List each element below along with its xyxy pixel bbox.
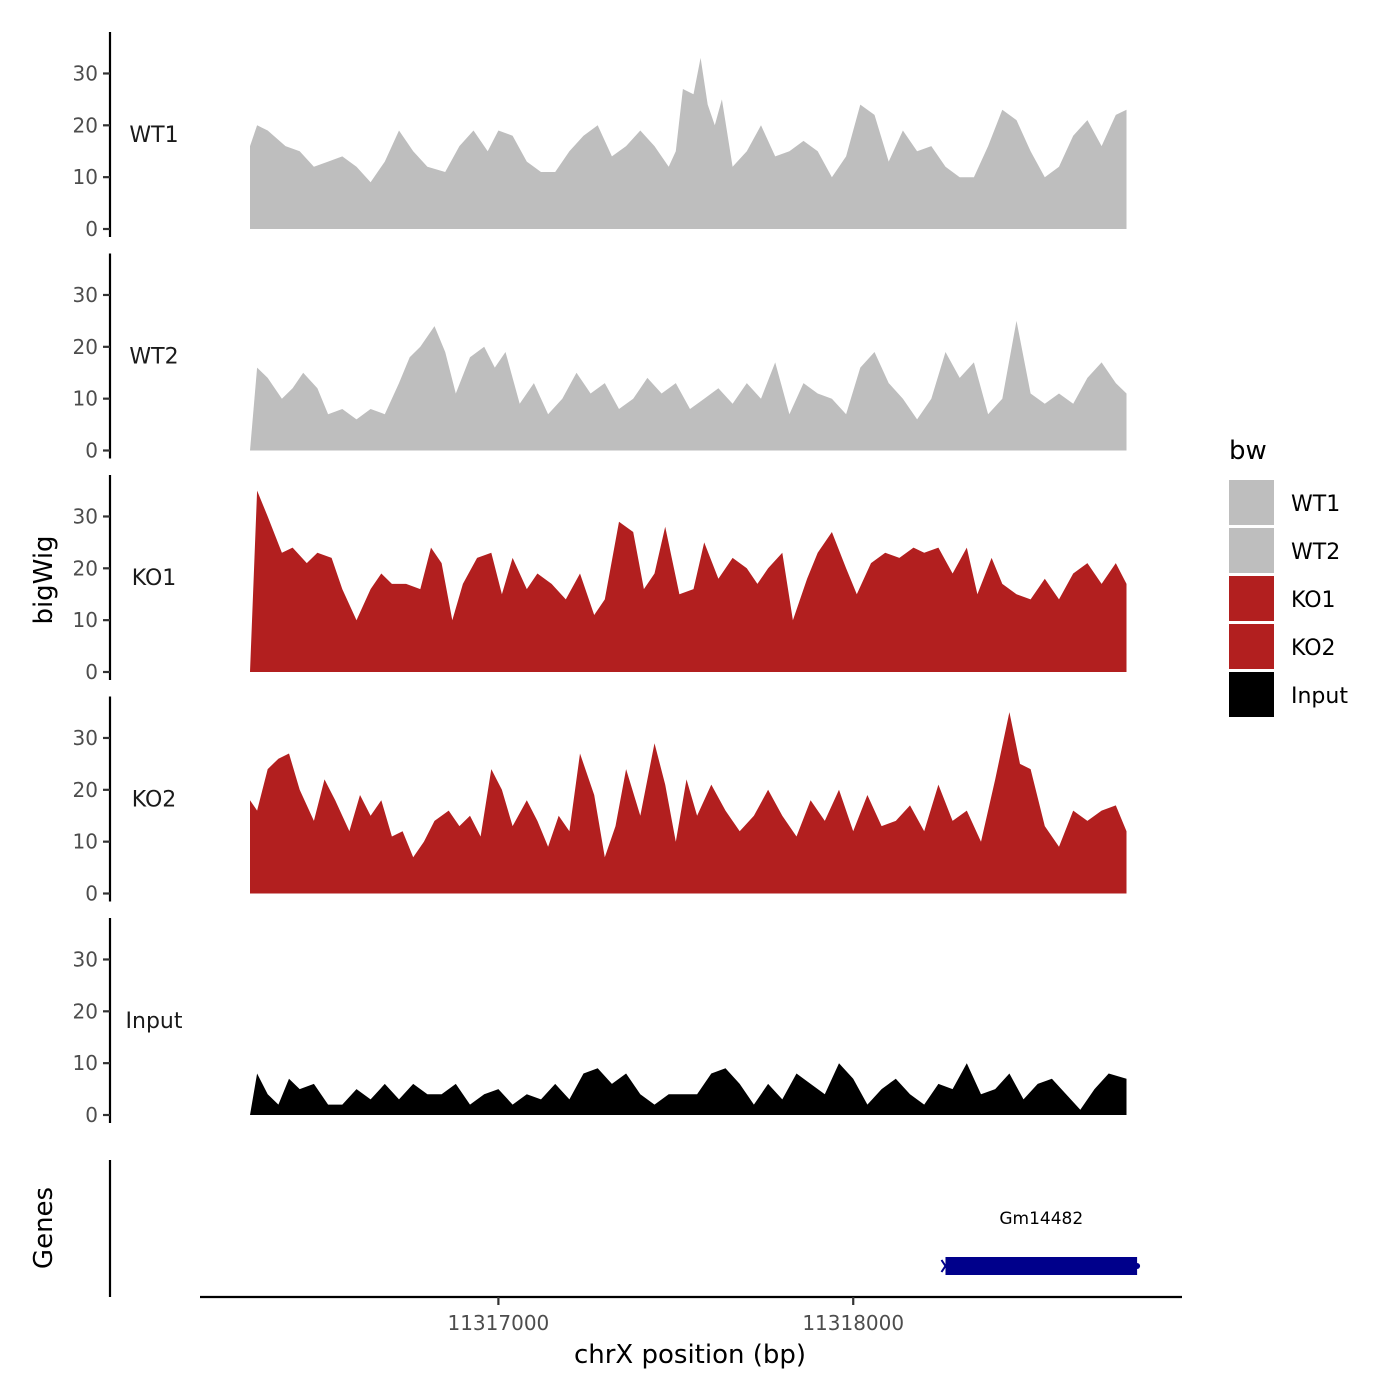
y-tick-label: 20 bbox=[73, 999, 98, 1023]
legend-swatch bbox=[1229, 576, 1274, 621]
tracks-layer: 0 10 20 30 WT1 0 10 20 30 WT2 0 10 20 30 KO1 0 10 20 30 KO2… bbox=[73, 32, 1127, 1127]
legend-item-ko1: KO1 bbox=[1229, 576, 1336, 621]
gene-body bbox=[945, 1257, 1138, 1275]
track-label: Input bbox=[126, 1009, 183, 1034]
y-tick-label: 10 bbox=[73, 387, 98, 411]
y-tick-label: 0 bbox=[85, 660, 98, 684]
legend-item-wt2: WT2 bbox=[1229, 528, 1340, 573]
track-wt1: 0 10 20 30 WT1 bbox=[73, 32, 1127, 241]
gene-label: Gm14482 bbox=[999, 1209, 1083, 1229]
y-tick-label: 20 bbox=[73, 556, 98, 580]
x-axis: 11317000 11318000 bbox=[200, 1295, 1182, 1335]
strand-marker bbox=[940, 1259, 951, 1273]
legend-title: bw bbox=[1229, 436, 1267, 466]
track-ko2: 0 10 20 30 KO2 bbox=[73, 696, 1127, 906]
track-label: KO1 bbox=[132, 566, 177, 591]
area-wt2 bbox=[250, 320, 1127, 451]
y-tick-label: 0 bbox=[85, 217, 98, 241]
legend-swatch bbox=[1229, 528, 1274, 573]
y-tick-label: 0 bbox=[85, 1103, 98, 1127]
legend-label: Input bbox=[1291, 684, 1348, 709]
x-axis-title: chrX position (bp) bbox=[574, 1340, 806, 1370]
area-ko2 bbox=[250, 712, 1127, 894]
area-input bbox=[250, 1063, 1127, 1115]
genes-track-title: Genes bbox=[29, 1187, 59, 1269]
legend-label: KO1 bbox=[1291, 588, 1336, 613]
legend-item-wt1: WT1 bbox=[1229, 480, 1340, 525]
legend-label: WT1 bbox=[1291, 492, 1340, 517]
y-tick-label: 10 bbox=[73, 608, 98, 632]
legend-swatch bbox=[1229, 480, 1274, 525]
y-tick-label: 30 bbox=[73, 504, 98, 528]
track-label: WT2 bbox=[129, 345, 178, 370]
track-label: KO2 bbox=[132, 788, 177, 813]
legend-item-input: Input bbox=[1229, 672, 1348, 717]
y-tick-label: 30 bbox=[73, 726, 98, 750]
area-ko1 bbox=[250, 490, 1127, 672]
y-tick-label: 30 bbox=[73, 283, 98, 307]
y-tick-label: 20 bbox=[73, 778, 98, 802]
y-tick-label: 0 bbox=[85, 439, 98, 463]
track-wt2: 0 10 20 30 WT2 bbox=[73, 253, 1127, 463]
y-tick-label: 20 bbox=[73, 113, 98, 137]
legend-item-ko2: KO2 bbox=[1229, 624, 1336, 669]
y-tick-label: 20 bbox=[73, 335, 98, 359]
y-tick-label: 10 bbox=[73, 1051, 98, 1075]
legend-swatch bbox=[1229, 624, 1274, 669]
y-tick-label: 10 bbox=[73, 830, 98, 854]
y-tick-label: 0 bbox=[85, 882, 98, 906]
legend-swatch bbox=[1229, 672, 1274, 717]
x-tick-label: 11318000 bbox=[802, 1311, 904, 1335]
legend-label: WT2 bbox=[1291, 540, 1340, 565]
gene-end-marker bbox=[1134, 1263, 1141, 1269]
track-input: 0 10 20 30 Input bbox=[73, 918, 1127, 1127]
y-tick-label: 30 bbox=[73, 61, 98, 85]
genes-layer: Gm14482 bbox=[108, 1160, 1141, 1297]
y-axis-title: bigWig bbox=[29, 535, 59, 624]
gene-gm14482: Gm14482 bbox=[940, 1209, 1141, 1275]
legend: bw WT1 WT2 KO1 KO2 Input bbox=[1229, 436, 1348, 717]
legend-label: KO2 bbox=[1291, 636, 1336, 661]
track-ko1: 0 10 20 30 KO1 bbox=[73, 475, 1127, 684]
y-tick-label: 10 bbox=[73, 165, 98, 189]
area-wt1 bbox=[250, 57, 1127, 230]
y-tick-label: 30 bbox=[73, 947, 98, 971]
track-label: WT1 bbox=[129, 123, 178, 148]
x-tick-label: 11317000 bbox=[447, 1311, 549, 1335]
